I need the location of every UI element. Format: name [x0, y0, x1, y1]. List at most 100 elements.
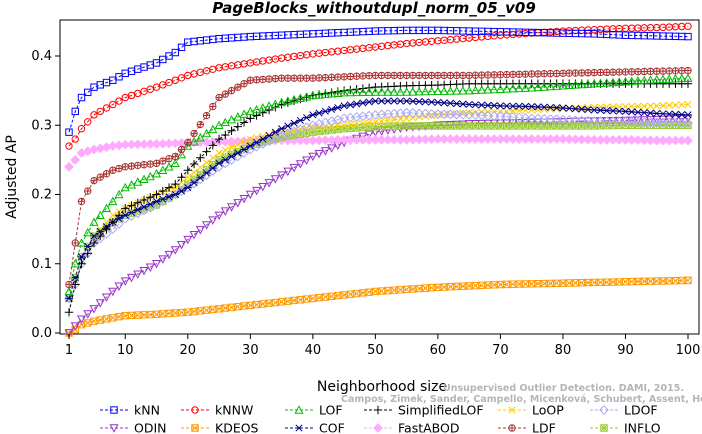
- series-odin-point: [677, 114, 687, 124]
- series-inflo-point: [396, 122, 405, 130]
- series-kdeos-point: [215, 305, 223, 313]
- series-fastabod-point: [683, 135, 693, 146]
- x-tick-label: 40: [305, 343, 322, 358]
- series-lof-point: [289, 94, 299, 104]
- series-knn-point: [684, 32, 692, 41]
- series-loop-point: [346, 121, 354, 129]
- series-lof-point: [408, 87, 418, 96]
- series-loop-point: [203, 159, 211, 167]
- series-lof-point: [427, 86, 437, 96]
- series-lof-point: [558, 81, 568, 90]
- legend-item-simplifiedlof: SimplifiedLOF: [364, 403, 484, 418]
- series-loop-point: [184, 173, 192, 181]
- x-tick-label: 50: [367, 343, 384, 358]
- series-knnw-point: [115, 97, 123, 105]
- series-lof-point: [364, 87, 374, 96]
- series-ldf-point: [109, 166, 117, 174]
- series-ldf-point: [252, 76, 261, 84]
- series-ldf-point: [371, 71, 380, 80]
- series-kdeos-point: [177, 308, 186, 317]
- series-loop-point: [553, 105, 561, 113]
- legend-item-ldof: LDOF: [590, 403, 658, 418]
- series-cof-point: [559, 104, 567, 112]
- series-cof-point: [584, 106, 592, 114]
- series-knnw-point: [190, 70, 198, 78]
- series-lof-point: [64, 286, 74, 296]
- series-loop-point: [596, 103, 605, 111]
- series-ldf-point: [465, 71, 473, 80]
- series-kdeos-point: [290, 296, 298, 305]
- series-ldf-point: [134, 161, 142, 170]
- series-lof-point: [458, 86, 468, 95]
- series-lof-point: [208, 124, 218, 134]
- series-lof-point: [333, 88, 343, 97]
- series-knnw-point: [84, 118, 92, 126]
- series-cof-point: [296, 116, 305, 124]
- series-odin-point: [270, 175, 280, 184]
- series-lof-point: [395, 87, 405, 96]
- series-ldf-point: [546, 69, 555, 78]
- series-simplifiedlof-point: [158, 186, 167, 196]
- series-ldof-point: [476, 110, 487, 121]
- series-kdeos-point: [352, 289, 361, 298]
- series-odin-point: [439, 121, 449, 130]
- series-kdeos-point: [334, 291, 342, 300]
- series-cof-point: [346, 101, 355, 109]
- series-inflo-point: [327, 126, 336, 134]
- series-ldf-point: [402, 71, 411, 80]
- series-cof-point: [665, 110, 673, 118]
- series-ldof-point: [595, 116, 606, 127]
- series-cof-point: [490, 102, 498, 110]
- series-lof-point: [252, 104, 262, 114]
- series-lof-point: [520, 83, 530, 92]
- series-knn-point: [71, 107, 79, 116]
- series-ldf-point: [603, 68, 611, 76]
- series-ldof-point: [470, 110, 481, 121]
- series-cof-point: [434, 98, 442, 106]
- series-kdeos-point: [396, 286, 405, 294]
- series-kdeos-point: [221, 304, 230, 312]
- series-ldf-point: [384, 71, 392, 80]
- series-odin-point: [245, 190, 255, 200]
- series-ldf-point: [565, 69, 573, 77]
- series-cof-point: [159, 195, 167, 203]
- series-kdeos-point: [115, 313, 123, 321]
- series-ldf-point: [171, 152, 179, 161]
- series-odin: [64, 114, 693, 338]
- series-ldof-point: [526, 113, 537, 124]
- series-odin-point: [83, 310, 93, 319]
- series-cof-point: [171, 190, 179, 199]
- series-inflo-point: [496, 122, 505, 130]
- series-ldof-point: [564, 115, 575, 125]
- series-ldf-point: [653, 67, 661, 75]
- series-kdeos-point: [596, 278, 605, 287]
- series-lof-point: [164, 162, 174, 171]
- series-ldf-point: [65, 280, 73, 289]
- series-lof-point: [620, 76, 631, 86]
- series-odin-point: [302, 156, 312, 165]
- series-ldf-point: [177, 145, 186, 154]
- series-inflo-point: [628, 121, 636, 129]
- series-odin-point: [189, 230, 199, 240]
- series-ldof-point: [201, 170, 212, 181]
- series-line-odin: [68, 117, 689, 334]
- series-cof-point: [521, 102, 530, 110]
- series-lof-point: [527, 83, 537, 92]
- series-cof-point: [152, 197, 161, 205]
- series-lof-point: [433, 86, 443, 96]
- x-tick-label: 90: [617, 343, 634, 358]
- series-inflo-point: [409, 122, 417, 130]
- series-lof-point: [108, 196, 118, 206]
- series-kdeos-point: [234, 302, 242, 311]
- series-ldf-point: [265, 75, 273, 83]
- series-ldof-point: [326, 116, 337, 127]
- series-ldof-point: [570, 115, 581, 126]
- series-odin-point: [364, 130, 374, 140]
- citation-line-1: Unsupervised Outlier Detection. DAMI, 20…: [443, 383, 684, 394]
- series-simplifiedlof-point: [64, 308, 74, 317]
- series-knnw-point: [65, 142, 73, 150]
- series-lof-point: [570, 80, 580, 89]
- series-ldof-point: [489, 111, 500, 121]
- series-inflo-point: [140, 205, 148, 213]
- series-cof-point: [634, 108, 642, 116]
